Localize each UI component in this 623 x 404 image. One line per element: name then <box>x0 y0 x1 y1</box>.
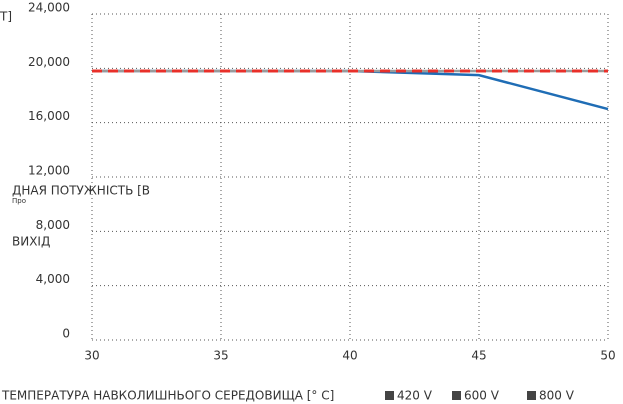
y-axis-title-part: Т] <box>0 10 12 24</box>
x-tick-label: 35 <box>213 349 228 363</box>
x-tick-label: 50 <box>600 349 615 363</box>
x-tick-label: 30 <box>84 349 99 363</box>
y-tick-label: 4,000 <box>36 272 70 286</box>
x-tick-label: 40 <box>342 349 357 363</box>
y-tick-label: 20,000 <box>28 55 70 69</box>
x-axis-title: ТЕМПЕРАТУРА НАВКОЛИШНЬОГО СЕРЕДОВИЩА [° … <box>1 389 334 403</box>
y-axis-title-part: ВИХІД <box>12 235 50 249</box>
legend-label: 800 V <box>539 389 575 403</box>
legend-marker <box>527 391 536 400</box>
legend-label: 600 V <box>464 389 500 403</box>
y-tick-label: 24,000 <box>28 1 70 15</box>
y-tick-label: 0 <box>62 327 70 341</box>
legend-label: 420 V <box>397 389 433 403</box>
y-tick-label: 12,000 <box>28 164 70 178</box>
y-tick-label: 8,000 <box>36 218 70 232</box>
x-tick-label: 45 <box>471 349 486 363</box>
y-axis-title-part: Про <box>12 197 26 205</box>
y-tick-label: 16,000 <box>28 109 70 123</box>
legend-marker <box>385 391 394 400</box>
legend-marker <box>452 391 461 400</box>
y-axis-title-part: ДНАЯ ПОТУЖНІСТЬ [В <box>12 184 150 198</box>
